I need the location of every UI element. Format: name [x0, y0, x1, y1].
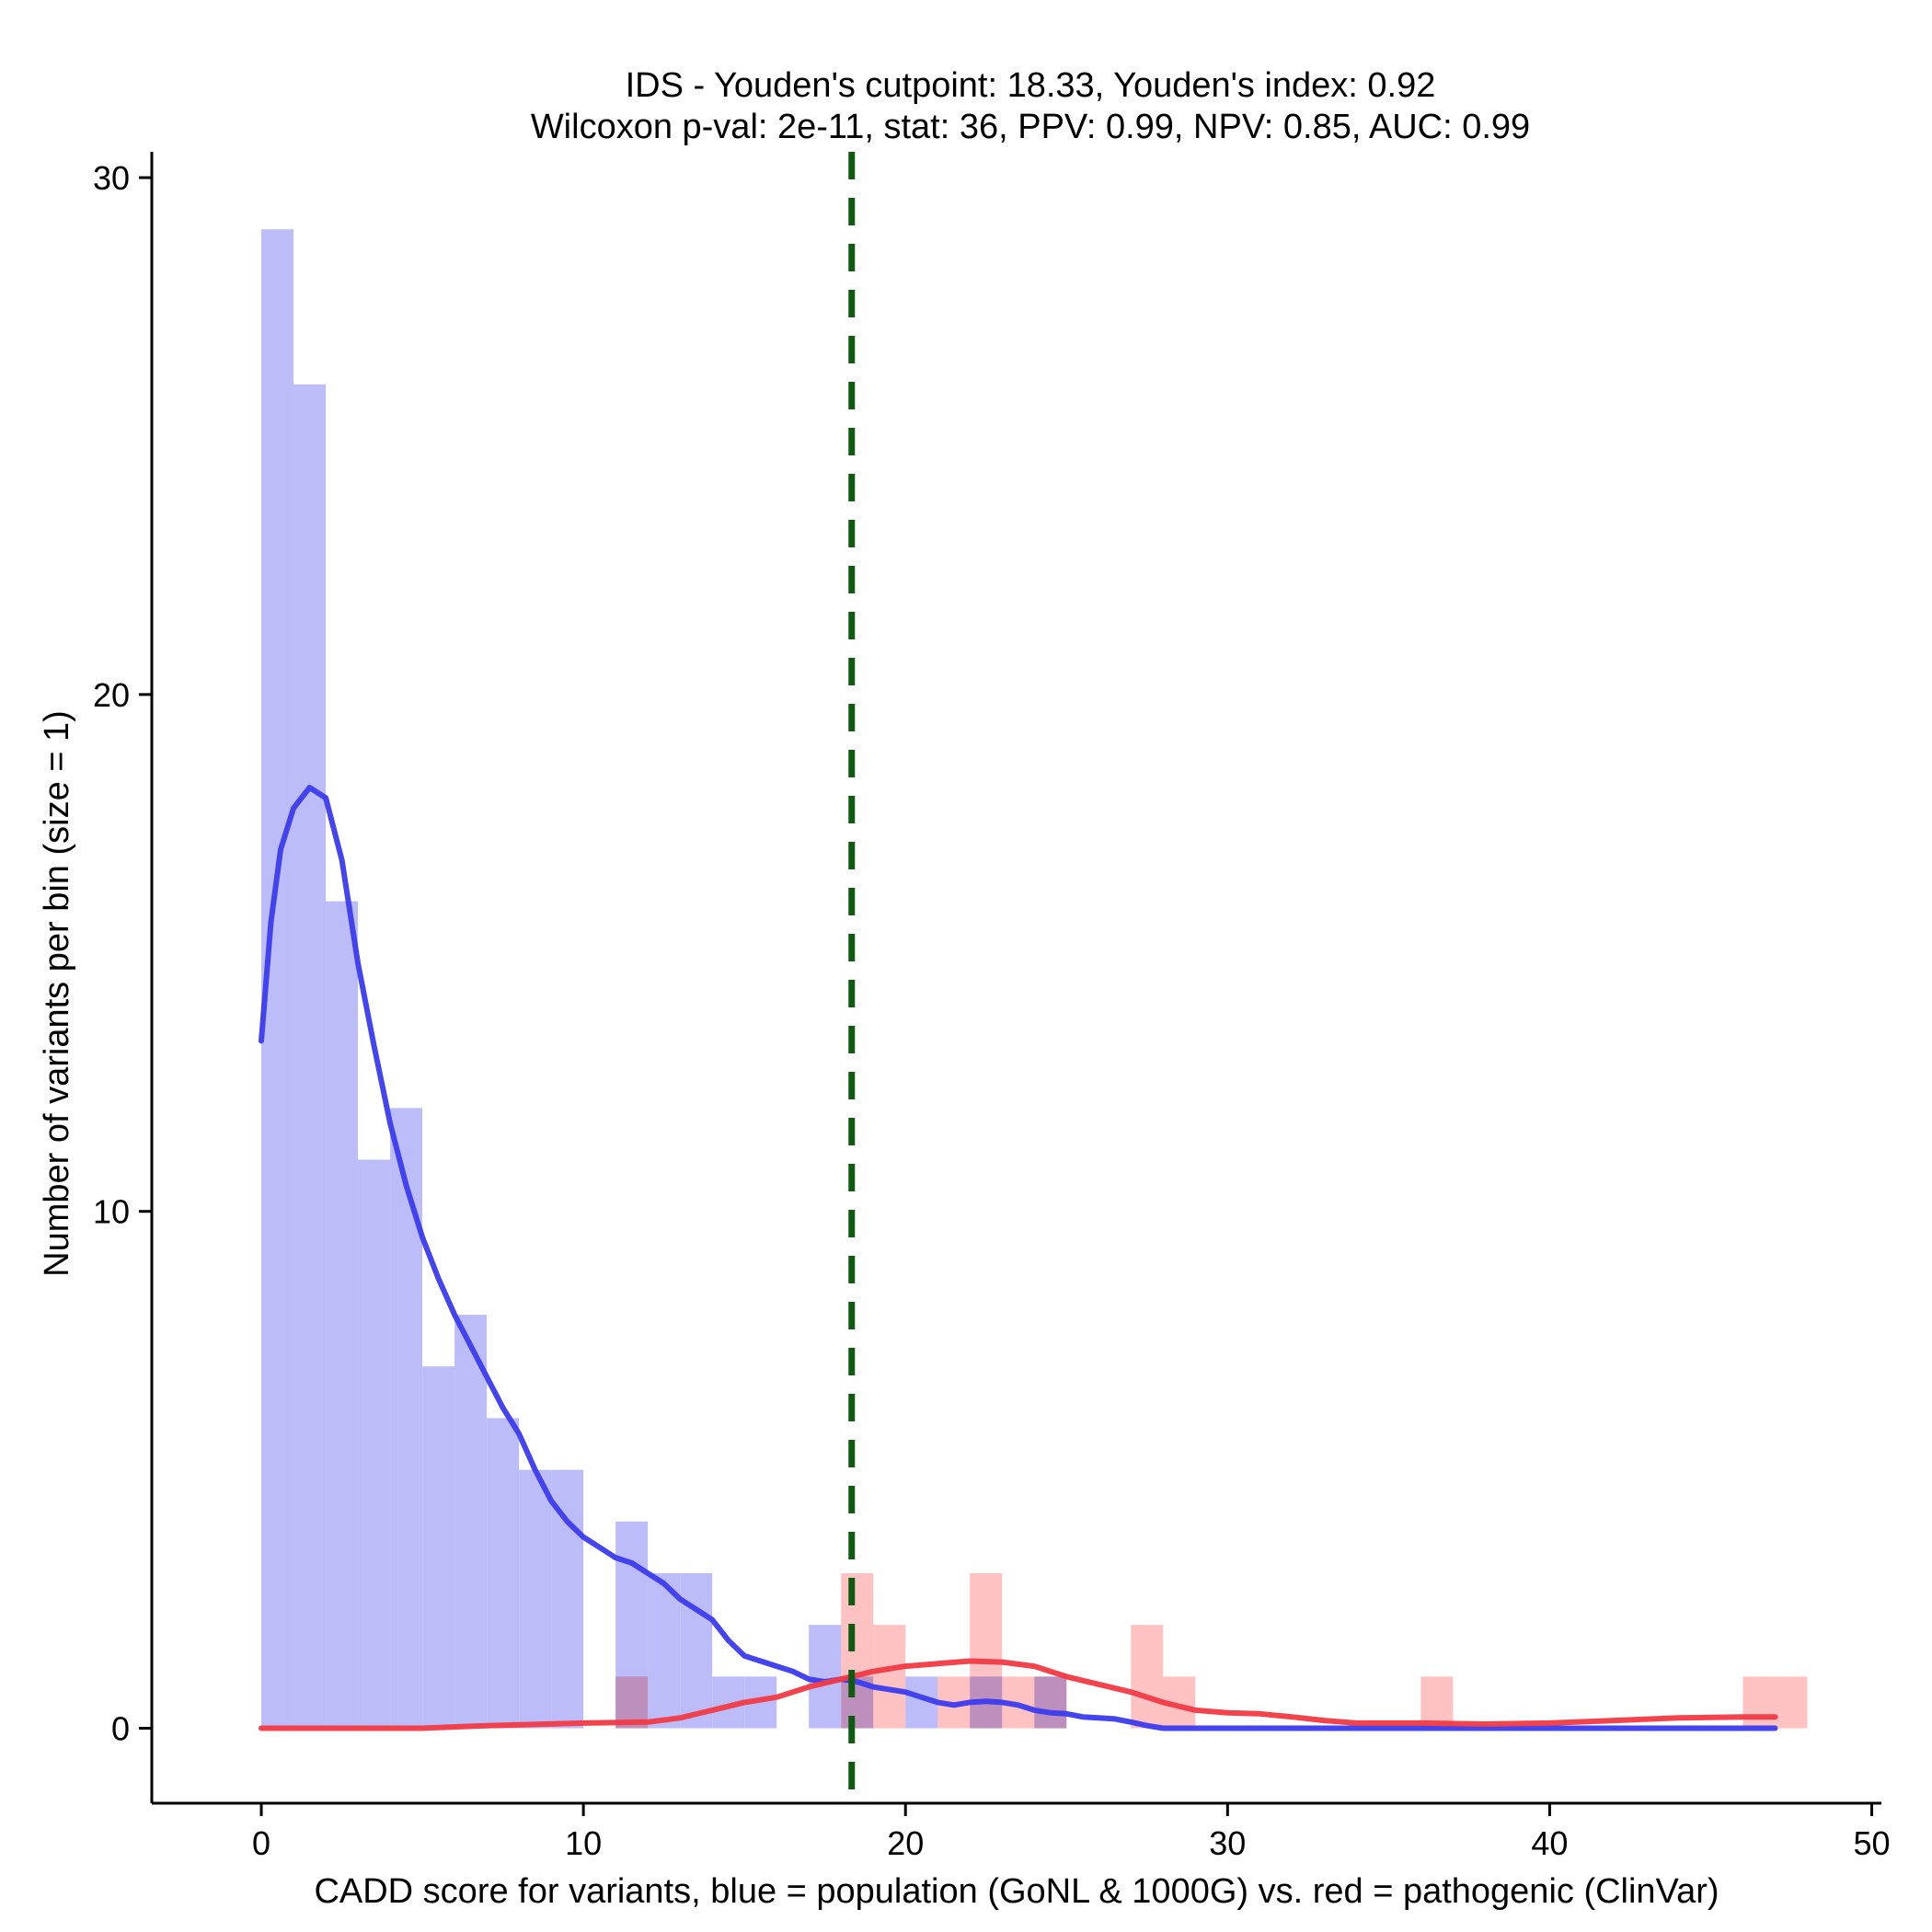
population-bar — [326, 901, 359, 1729]
pathogenic-bar — [1131, 1625, 1164, 1729]
population-bar — [293, 384, 327, 1729]
x-axis-label: CADD score for variants, blue = populati… — [314, 1872, 1719, 1911]
chart-title: IDS - Youden's cutpoint: 18.33, Youden's… — [626, 66, 1436, 105]
curves-layer — [259, 785, 1778, 1731]
y-tick-label: 0 — [111, 1710, 130, 1748]
population-bar — [680, 1572, 713, 1729]
pathogenic-density-line — [259, 1658, 1778, 1731]
y-axis-label: Number of variants per bin (size = 1) — [38, 710, 76, 1277]
pathogenic-bar — [1742, 1676, 1776, 1729]
pathogenic-bar — [970, 1572, 1003, 1729]
bars-layer — [261, 229, 1808, 1729]
x-tick-label: 50 — [1853, 1824, 1890, 1862]
chart-subtitle: Wilcoxon p-val: 2e-11, stat: 36, PPV: 0.… — [531, 108, 1530, 146]
x-tick-label: 10 — [565, 1824, 602, 1862]
population-bar — [454, 1315, 488, 1729]
x-tick-label: 30 — [1209, 1824, 1246, 1862]
x-tick-label: 40 — [1531, 1824, 1568, 1862]
population-bar — [487, 1418, 520, 1729]
x-tick-label: 0 — [252, 1824, 270, 1862]
population-density-line — [259, 785, 1778, 1731]
pathogenic-bar — [1775, 1676, 1808, 1729]
axes-layer: 0 10 20 30 40 50 0 10 20 30 — [93, 152, 1891, 1862]
population-bar — [390, 1108, 423, 1729]
pathogenic-bar — [1034, 1676, 1067, 1729]
population-bar — [519, 1469, 552, 1729]
pathogenic-bar — [1420, 1676, 1454, 1729]
y-tick-label: 10 — [93, 1193, 130, 1231]
population-bar — [551, 1469, 584, 1729]
pathogenic-bar — [873, 1625, 906, 1729]
population-bar — [648, 1572, 681, 1729]
population-bar — [809, 1625, 842, 1729]
population-bar — [422, 1366, 455, 1729]
y-tick-label: 30 — [93, 159, 130, 197]
pathogenic-bar — [841, 1572, 874, 1729]
y-tick-label: 20 — [93, 676, 130, 714]
x-tick-label: 20 — [887, 1824, 924, 1862]
population-bar — [358, 1159, 391, 1729]
